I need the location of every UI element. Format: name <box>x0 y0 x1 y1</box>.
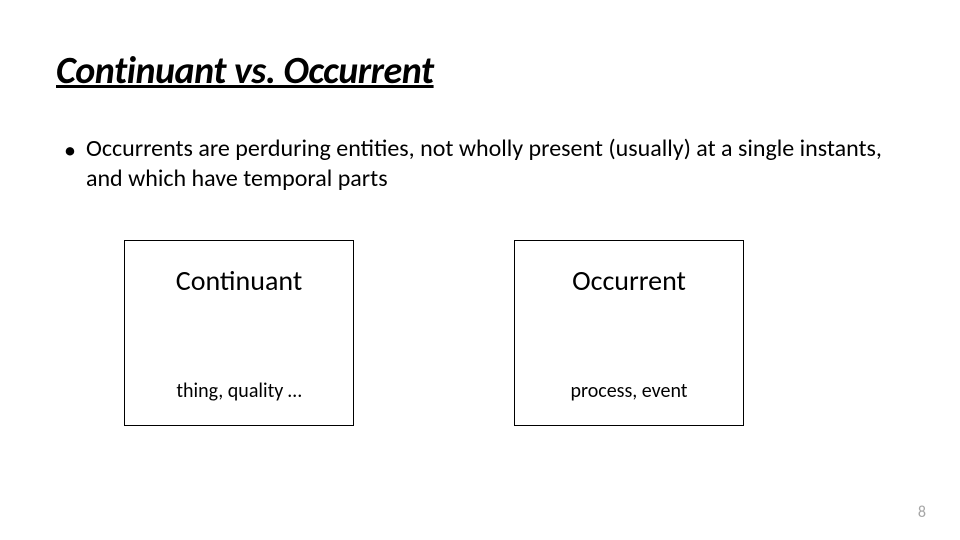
box-title: Continuant <box>176 263 302 298</box>
page-number: 8 <box>918 503 926 522</box>
box-occurrent: Occurrent process, event <box>514 240 744 426</box>
box-subtitle: thing, quality … <box>176 379 301 403</box>
box-row: Continuant thing, quality … Occurrent pr… <box>124 240 904 426</box>
box-subtitle: process, event <box>571 379 688 403</box>
box-title: Occurrent <box>572 263 686 298</box>
slide-title: Continuant vs. Occurrent <box>56 48 904 94</box>
slide: Continuant vs. Occurrent • Occurrents ar… <box>0 0 960 540</box>
bullet-item: • Occurrents are perduring entities, not… <box>64 134 884 194</box>
box-continuant: Continuant thing, quality … <box>124 240 354 426</box>
bullet-dot-icon: • <box>64 136 76 166</box>
bullet-text: Occurrents are perduring entities, not w… <box>86 134 884 194</box>
